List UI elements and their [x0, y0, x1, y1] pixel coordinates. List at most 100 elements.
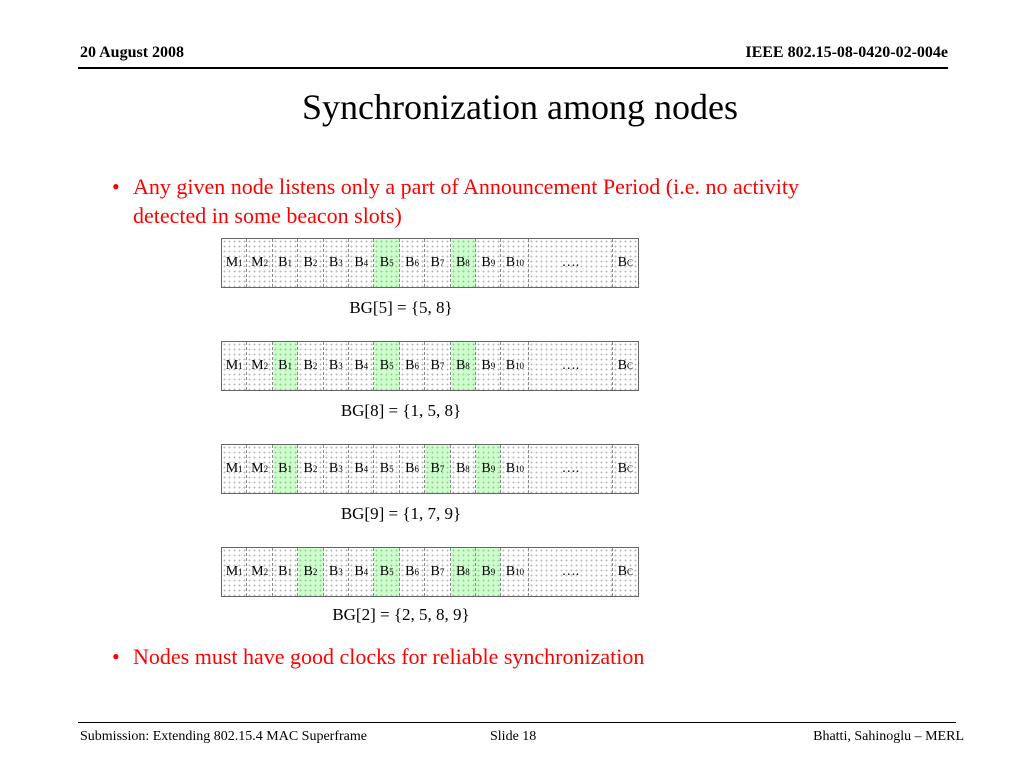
slot-label: B — [505, 564, 516, 579]
slot-subscript: 8 — [465, 567, 470, 577]
slot-subscript: 6 — [414, 464, 419, 474]
slot-subscript: 2 — [312, 464, 318, 474]
slot-subscript: 4 — [363, 464, 369, 474]
slot-subscript: 8 — [465, 258, 470, 268]
footer-rule — [78, 722, 956, 723]
slot-subscript: 4 — [363, 258, 369, 268]
slot-label: B — [617, 461, 627, 476]
slot-cell: B 10 — [501, 239, 530, 287]
slot-label: B — [430, 461, 440, 476]
slot-label: B — [379, 358, 390, 373]
slot-label: B — [617, 358, 627, 373]
slot-subscript: 6 — [414, 258, 419, 268]
slot-subscript: 4 — [363, 567, 369, 577]
slot-label: M — [225, 255, 239, 270]
slot-subscript: 1 — [238, 567, 243, 577]
slot-subscript: 6 — [414, 361, 419, 371]
slot-label: …. — [561, 564, 580, 579]
slot-label: M — [251, 461, 264, 476]
slot-subscript: 1 — [287, 567, 292, 577]
slot-subscript: 3 — [338, 258, 343, 268]
slot-subscript: 6 — [414, 567, 419, 577]
slot-subscript: 3 — [338, 567, 343, 577]
slot-subscript: C — [626, 361, 633, 371]
slot-subscript: 8 — [465, 361, 470, 371]
slot-subscript: 9 — [490, 464, 496, 474]
slot-label: B — [328, 358, 339, 373]
slot-label: B — [328, 461, 339, 476]
slot-subscript: 2 — [312, 567, 318, 577]
slot-cell: B 10 — [501, 548, 530, 596]
diagram-caption-1: BG[5] = {5, 8} — [349, 298, 453, 317]
slot-label: B — [455, 461, 466, 476]
slot-subscript: C — [626, 464, 633, 474]
slot-label: M — [225, 358, 239, 373]
diagram-caption-4: BG[2] = {2, 5, 8, 9} — [332, 605, 470, 624]
slot-label: B — [354, 461, 364, 476]
slot-label: B — [455, 564, 466, 579]
slot-label: B — [354, 255, 364, 270]
slot-subscript: 3 — [338, 464, 343, 474]
slot-label: B — [379, 255, 390, 270]
diagram-caption-3: BG[9] = {1, 7, 9} — [340, 504, 462, 523]
slot-label: …. — [561, 461, 580, 476]
slot-subscript: 1 — [238, 258, 243, 268]
beacon-row-3: M 1 M 2 B 1 B 2 B 3 B 4 B 5 B 6 B 7 B 8 B 9 B 10…. B C — [221, 444, 639, 494]
slot-label: B — [379, 461, 390, 476]
slot-label: B — [505, 255, 516, 270]
slot-ellipsis: …. — [529, 445, 613, 493]
slot-label: …. — [561, 358, 580, 373]
slot-subscript: 7 — [439, 464, 445, 474]
footer-slide-number: Slide 18 — [490, 729, 537, 744]
slot-ellipsis: …. — [529, 342, 613, 390]
bullet-2: • Nodes must have good clocks for reliab… — [112, 642, 812, 671]
slot-label: B — [405, 564, 415, 579]
slot-label: B — [430, 358, 440, 373]
slot-label: M — [225, 564, 239, 579]
slot-subscript: 2 — [263, 258, 269, 268]
beacon-row-1: M 1 M 2 B 1 B 2 B 3 B 4 B 5 B 6 B 7 B 8 B 9 B 10…. B C — [221, 238, 639, 288]
slot-subscript: 1 — [238, 361, 243, 371]
slot-label: B — [617, 564, 627, 579]
slot-label: B — [481, 255, 491, 270]
header-date: 20 August 2008 — [80, 44, 185, 61]
slot-subscript: 2 — [312, 258, 318, 268]
slot-label: B — [455, 255, 466, 270]
slot-label: B — [405, 461, 415, 476]
header-rule — [78, 67, 948, 69]
slot-label: M — [251, 564, 264, 579]
slot-subscript: 1 — [287, 361, 292, 371]
slot-label: B — [303, 255, 313, 270]
diagram-caption-2: BG[8] = {1, 5, 8} — [340, 401, 462, 420]
